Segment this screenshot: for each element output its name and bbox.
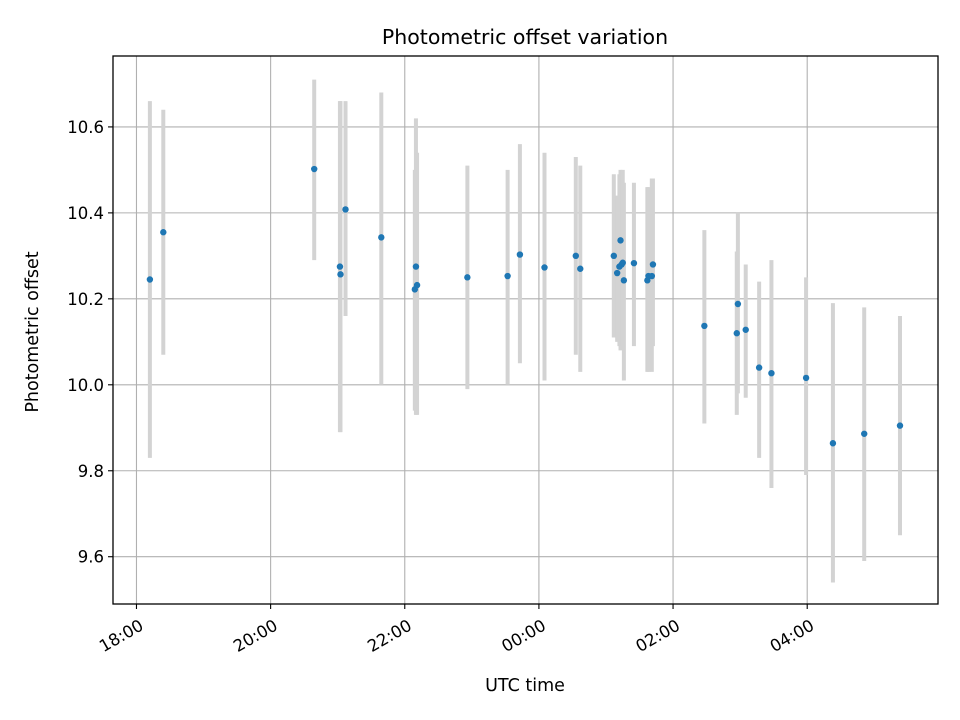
- x-tick-label: 22:00: [364, 616, 415, 656]
- x-axis-label: UTC time: [485, 676, 565, 696]
- data-point: [504, 272, 511, 280]
- data-point: [802, 374, 810, 382]
- y-tick-label: 9.6: [78, 548, 104, 567]
- x-tick-label: 04:00: [767, 616, 818, 656]
- data-point: [742, 326, 749, 333]
- data-point: [378, 234, 385, 241]
- data-point: [648, 272, 656, 280]
- data-point: [412, 263, 420, 270]
- y-axis-label: Photometric offset: [23, 251, 43, 412]
- data-point: [572, 252, 580, 260]
- data-point: [464, 274, 471, 281]
- x-tick-label: 00:00: [498, 616, 549, 656]
- data-point: [146, 276, 154, 283]
- y-tick-label: 10.0: [67, 376, 104, 395]
- data-point: [861, 430, 868, 437]
- data-point: [649, 261, 657, 268]
- error-bars: [147, 79, 902, 583]
- data-point: [577, 265, 584, 272]
- data-point: [619, 259, 626, 266]
- data-point: [701, 322, 708, 330]
- data-point: [613, 269, 621, 277]
- data-point: [755, 364, 763, 371]
- x-tick-label: 20:00: [230, 616, 281, 656]
- data-point: [160, 229, 167, 236]
- y-tick-label: 10.6: [67, 118, 104, 137]
- data-point: [413, 281, 421, 289]
- data-point: [768, 369, 775, 377]
- chart-title: Photometric offset variation: [382, 25, 668, 49]
- data-point: [734, 300, 742, 308]
- data-point: [620, 277, 628, 284]
- x-tick-label: 02:00: [633, 616, 684, 656]
- data-point: [610, 252, 618, 260]
- plot-area-frame: [112, 55, 939, 605]
- data-points: [146, 165, 904, 447]
- x-tick-label: 18:00: [96, 616, 147, 656]
- y-tick-label: 10.4: [67, 204, 104, 223]
- data-point: [733, 330, 740, 337]
- data-point: [337, 271, 344, 278]
- y-tick-label: 10.2: [67, 290, 104, 309]
- data-point: [541, 264, 548, 271]
- data-point: [630, 259, 638, 267]
- data-point: [516, 251, 524, 258]
- data-point: [336, 263, 344, 270]
- data-point: [896, 422, 904, 429]
- data-point: [342, 206, 349, 213]
- data-point: [829, 440, 837, 447]
- grid-lines: [113, 56, 938, 604]
- data-point: [617, 237, 624, 244]
- y-tick-label: 9.8: [78, 462, 104, 481]
- data-point: [311, 165, 318, 173]
